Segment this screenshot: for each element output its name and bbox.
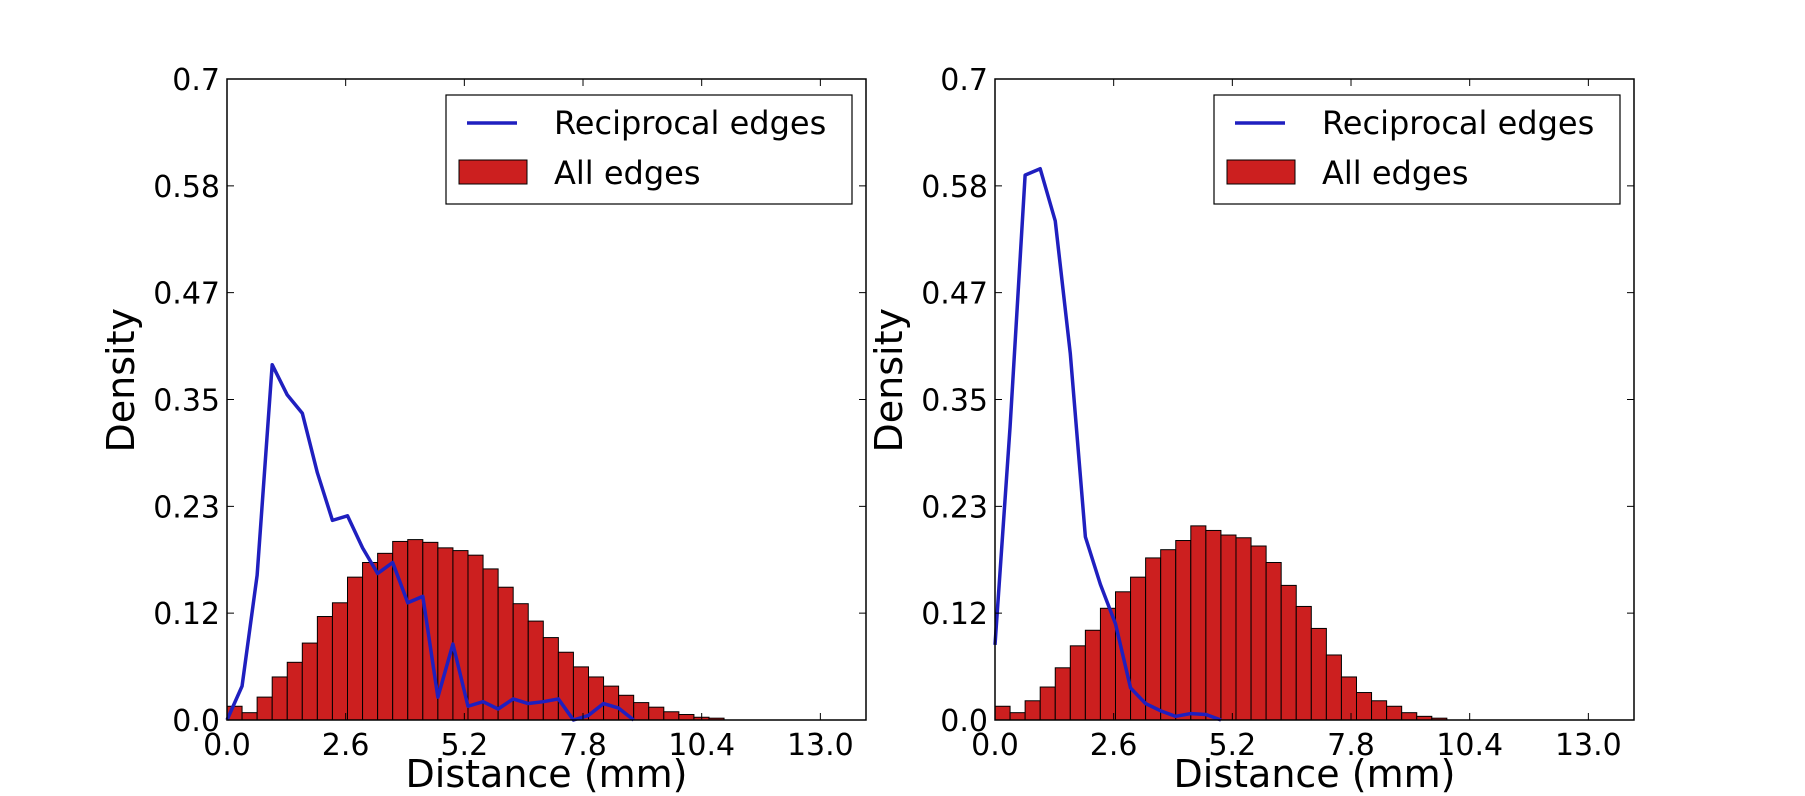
bar	[1130, 576, 1147, 721]
chart-panel-2: 0.0 2.6 5.2 7.8 10.4 13.0 0.0 0.12 0.23 0.35 0.47 0…	[867, 63, 1635, 796]
x-tick-label: 10.4	[1436, 728, 1503, 763]
bar	[1280, 584, 1297, 721]
bar	[1371, 700, 1388, 721]
bar	[1160, 549, 1177, 721]
legend-bar-swatch	[1226, 159, 1296, 185]
y-tick-label: 0.12	[153, 597, 220, 632]
bar	[286, 661, 303, 721]
x-tick-label: 2.6	[322, 728, 370, 763]
bar	[1310, 627, 1327, 721]
bar	[1175, 540, 1192, 721]
bar	[377, 552, 394, 721]
series-line-reciprocal-edges	[993, 166, 1222, 722]
bar	[1250, 545, 1267, 721]
legend: Reciprocal edges All edges	[1213, 94, 1621, 205]
bar	[1039, 686, 1056, 721]
x-tick-label: 5.2	[1208, 728, 1256, 763]
bar	[1145, 557, 1162, 721]
bar	[1355, 692, 1373, 721]
x-axis-label: Distance (mm)	[1174, 752, 1456, 796]
y-tick-label: 0.35	[921, 384, 988, 419]
bar	[678, 714, 695, 721]
bar	[994, 705, 1011, 721]
bar	[271, 676, 288, 721]
y-tick-label: 0.23	[921, 490, 988, 525]
y-tick-label: 0.58	[153, 170, 220, 205]
series-line-reciprocal-edges	[225, 362, 635, 722]
bar	[1235, 537, 1252, 721]
y-tick-label: 0.7	[940, 63, 988, 98]
chart-panel-1: 0.0 2.6 5.2 7.8 10.4 13.0 0.0 0.12 0.23 0.35 0.47 0…	[99, 63, 867, 796]
bar	[1099, 607, 1116, 721]
bar	[1265, 562, 1282, 721]
bar	[1295, 605, 1312, 721]
bar	[572, 666, 589, 721]
legend-label-all-edges: All edges	[1322, 154, 1469, 192]
bar	[1325, 654, 1342, 721]
bars-all-edges	[994, 525, 1448, 721]
legend: Reciprocal edges All edges	[445, 94, 853, 205]
y-axis-label: Density	[99, 308, 143, 452]
legend-label-reciprocal-edges: Reciprocal edges	[554, 104, 826, 142]
bar	[1024, 700, 1041, 721]
bar	[1069, 645, 1086, 721]
bar	[648, 706, 665, 721]
y-tick-label: 0.58	[921, 170, 988, 205]
bar	[316, 616, 333, 721]
bar	[362, 562, 379, 721]
y-axis-label: Density	[867, 308, 911, 452]
x-axis-label: Distance (mm)	[406, 752, 688, 796]
x-tick-label: 10.4	[668, 728, 735, 763]
bar	[633, 702, 650, 721]
bar	[331, 602, 349, 721]
bar	[241, 712, 258, 721]
bar	[256, 696, 273, 721]
y-tick-label: 0.12	[921, 597, 988, 632]
bar	[1009, 712, 1026, 721]
bar	[542, 637, 559, 721]
y-tick-label: 0.47	[921, 277, 988, 312]
bar	[1340, 676, 1357, 721]
x-tick-label: 0.0	[203, 728, 251, 763]
bar	[663, 711, 680, 721]
bar	[482, 568, 499, 721]
x-tick-label: 7.8	[559, 728, 607, 763]
legend-bar-swatch	[458, 159, 528, 185]
bar	[1401, 712, 1418, 721]
bar	[1205, 529, 1222, 721]
y-tick-label: 0.47	[153, 277, 220, 312]
bar	[301, 642, 318, 721]
bar	[1190, 525, 1207, 721]
bars-all-edges	[226, 539, 725, 721]
bar	[1054, 667, 1071, 721]
bar	[347, 576, 364, 721]
bar	[467, 554, 484, 721]
y-tick-label: 0.0	[172, 704, 220, 739]
x-tick-label: 7.8	[1327, 728, 1375, 763]
bar	[1220, 534, 1237, 721]
legend-box	[445, 94, 853, 205]
bar	[1084, 629, 1101, 721]
bar	[407, 539, 424, 721]
x-tick-label: 0.0	[971, 728, 1019, 763]
y-tick-label: 0.35	[153, 384, 220, 419]
x-tick-label: 13.0	[787, 728, 854, 763]
legend-box	[1213, 94, 1621, 205]
x-tick-label: 5.2	[440, 728, 488, 763]
legend-label-all-edges: All edges	[554, 154, 701, 192]
x-tick-label: 2.6	[1090, 728, 1138, 763]
y-tick-label: 0.7	[172, 63, 220, 98]
y-tick-label: 0.0	[940, 704, 988, 739]
y-tick-label: 0.23	[153, 490, 220, 525]
bar	[1386, 705, 1403, 721]
legend-label-reciprocal-edges: Reciprocal edges	[1322, 104, 1594, 142]
bar	[527, 620, 544, 721]
x-tick-label: 13.0	[1555, 728, 1622, 763]
